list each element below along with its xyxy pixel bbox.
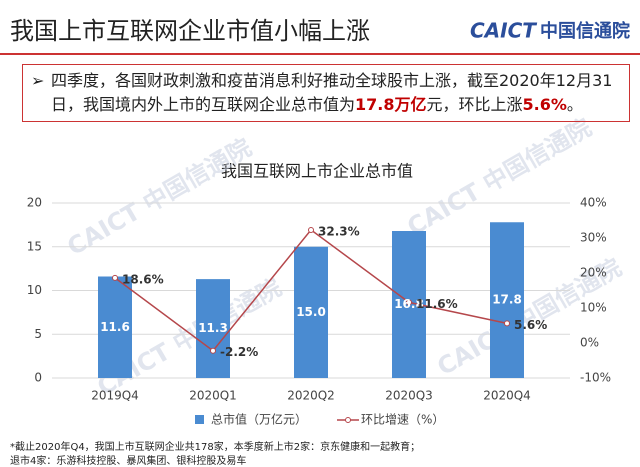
bar-value-label: 16.8 xyxy=(394,297,424,311)
line-value-label: 18.6% xyxy=(122,272,164,286)
bullet-arrow: ➢ xyxy=(31,71,45,90)
watermark: CAICT 中国信通院 xyxy=(403,113,597,241)
bar-value-label: 17.8 xyxy=(492,293,522,307)
legend-label: 环比增速（%） xyxy=(361,413,444,427)
y2-tick-label: 10% xyxy=(580,301,607,315)
y-tick-label: 0 xyxy=(34,371,42,385)
y2-tick-label: 40% xyxy=(580,196,607,210)
bar-value-label: 11.3 xyxy=(198,321,228,335)
bar xyxy=(294,246,328,378)
y2-tick-label: 0% xyxy=(580,336,599,350)
watermarks: CAICT 中国信通院 CAICT 中国信通院 CAICT 中国信通院 CAIC… xyxy=(63,113,627,401)
bullet-highlight: 17.8万亿 xyxy=(355,95,427,114)
chart-title: 我国互联网上市企业总市值 xyxy=(221,162,413,181)
y2-tick-label: -10% xyxy=(580,371,611,385)
x-tick-label: 2019Q4 xyxy=(91,389,139,403)
line-marker xyxy=(308,226,314,233)
line-value-label: 11.6% xyxy=(416,297,458,311)
line-marker xyxy=(504,320,510,327)
bar-value-label: 15.0 xyxy=(296,305,326,319)
bullet-box: ➢ 四季度，各国财政刺激和疫苗消息利好推动全球股市上涨，截至2020年12月31日… xyxy=(22,64,630,122)
x-tick-label: 2020Q2 xyxy=(287,389,335,403)
logo-en: CAICT xyxy=(470,19,537,43)
bullet-text: 元，环比上涨 xyxy=(426,95,523,114)
footnote: 退市4家：乐游科技控股、暴风集团、银科控股及易车 xyxy=(10,454,246,467)
logo-cn: 中国信通院 xyxy=(540,20,630,42)
x-tick-label: 2020Q3 xyxy=(385,389,433,403)
legend-swatch xyxy=(195,415,204,424)
line-marker xyxy=(406,299,412,306)
bullet-highlight: 5.6% xyxy=(522,95,567,114)
y2-tick-label: 20% xyxy=(580,266,607,280)
line-value-label: 32.3% xyxy=(318,224,360,238)
line-value-label: 5.6% xyxy=(514,318,547,332)
plot xyxy=(52,202,570,379)
watermark: CAICT 中国信通院 xyxy=(63,133,257,261)
line-marker xyxy=(210,347,216,354)
bar xyxy=(490,222,524,378)
y-tick-label: 5 xyxy=(34,327,42,341)
x-tick-label: 2020Q1 xyxy=(189,389,237,403)
footnote: *截止2020年Q4，我国上市互联网企业共178家，本季度新上市2家：京东健康和… xyxy=(10,440,420,453)
line-marker xyxy=(112,274,118,281)
bar-value-label: 11.6 xyxy=(100,320,130,334)
bullet-text: 四季度，各国财政刺激和疫苗消息利好推动全球股市上涨，截至2020年12月31日，… xyxy=(51,71,613,114)
bar xyxy=(98,276,132,378)
bullet-text: 。 xyxy=(566,95,583,114)
y-tick-label: 20 xyxy=(27,196,42,210)
x-tick-label: 2020Q4 xyxy=(483,389,531,403)
legend-label: 总市值（万亿元） xyxy=(211,412,307,427)
line-value-label: -2.2% xyxy=(220,345,258,359)
bar xyxy=(196,279,230,378)
y-tick-label: 10 xyxy=(27,283,42,297)
y-tick-label: 15 xyxy=(27,239,42,253)
slide-title: 我国上市互联网企业市值小幅上涨 xyxy=(10,17,370,45)
legend-swatch xyxy=(345,417,351,423)
y2-tick-label: 30% xyxy=(580,231,607,245)
